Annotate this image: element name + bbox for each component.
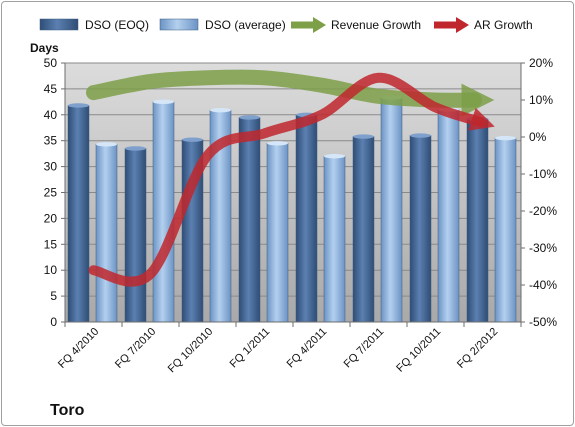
bar-dso-eoq-top	[410, 133, 431, 138]
bar-dso-average-top	[324, 154, 345, 159]
bar-dso-average-top	[96, 142, 117, 147]
y2-tick-label: -10%	[529, 167, 557, 181]
bar-dso-eoq	[352, 136, 375, 323]
legend-dso-average-label: DSO (average)	[205, 18, 286, 32]
y2-tick-label: -20%	[529, 204, 557, 218]
legend-revenue-growth-label: Revenue Growth	[331, 18, 421, 32]
bar-dso-average-top	[495, 135, 516, 141]
y-tick-label: 0	[50, 315, 57, 329]
chart-title: Toro	[50, 402, 85, 419]
bar-dso-eoq-top	[125, 146, 146, 151]
bar-dso-eoq-top	[353, 134, 374, 139]
bar-dso-eoq	[67, 105, 90, 323]
bar-dso-average	[152, 101, 175, 323]
bar-dso-eoq	[466, 118, 489, 323]
legend-revenue-growth-arrow-icon	[291, 17, 326, 33]
bar-dso-eoq-top	[182, 137, 203, 142]
line-ar-growth	[88, 72, 495, 287]
x-tick-label: FQ 2/2012	[455, 326, 500, 371]
legend-dso-eoq-swatch	[39, 18, 79, 31]
y-tick-label: 45	[44, 82, 58, 96]
bar-dso-eoq	[124, 148, 147, 323]
y2-tick-label: -40%	[529, 278, 557, 292]
y2-tick-label: 10%	[529, 93, 553, 107]
bar-dso-eoq-top	[68, 103, 89, 108]
bar-dso-average	[380, 97, 403, 323]
y-tick-label: 40	[44, 108, 58, 122]
legend-ar-growth-label: AR Growth	[474, 18, 533, 32]
y-tick-label: 35	[44, 134, 58, 148]
y2-tick-label: 20%	[529, 56, 553, 70]
bar-dso-eoq	[238, 117, 261, 323]
bar-dso-average	[95, 144, 118, 323]
x-tick-label: FQ 4/2011	[285, 326, 330, 371]
plot	[65, 62, 521, 323]
legend-dso-average-swatch	[159, 18, 199, 31]
y-tick-label: 15	[44, 237, 58, 251]
bar-dso-average	[437, 109, 460, 323]
bar-dso-eoq-top	[239, 115, 260, 120]
bar-dso-average	[323, 155, 346, 323]
y2-tick-label: -30%	[529, 241, 557, 255]
bar-dso-average	[494, 137, 517, 323]
y-tick-label: 30	[44, 160, 58, 174]
y-tick-label: 5	[50, 289, 57, 303]
bar-dso-average-top	[153, 99, 174, 105]
y-tick-label: 25	[44, 186, 58, 200]
legend: DSO (EOQ) DSO (average) Revenue Growth AR G…	[39, 17, 533, 33]
y-tick-label: 50	[44, 56, 58, 70]
x-tick-label: FQ 7/2010	[113, 326, 158, 371]
bar-dso-average	[266, 143, 289, 323]
y-tick-label: 10	[44, 263, 58, 277]
bar-dso-average-top	[267, 141, 288, 146]
x-tick-label: FQ 10/2011	[394, 326, 443, 375]
y2-tick-label: -50%	[529, 315, 557, 329]
bar-dso-average-top	[210, 107, 231, 113]
x-tick-label: FQ 10/2010	[166, 326, 216, 376]
bar-dso-eoq	[409, 135, 432, 323]
legend-dso-eoq-label: DSO (EOQ)	[85, 18, 149, 32]
x-tick-label: FQ 1/2011	[228, 326, 273, 371]
bar-dso-eoq	[295, 114, 318, 323]
x-tick-label: FQ 7/2011	[342, 326, 387, 371]
y2-tick-label: 0%	[529, 130, 547, 144]
legend-ar-growth-arrow-icon	[434, 17, 469, 33]
y-tick-label: 20	[44, 211, 58, 225]
x-tick-label: FQ 4/2010	[56, 326, 101, 371]
y-axis-label: Days	[30, 41, 59, 55]
